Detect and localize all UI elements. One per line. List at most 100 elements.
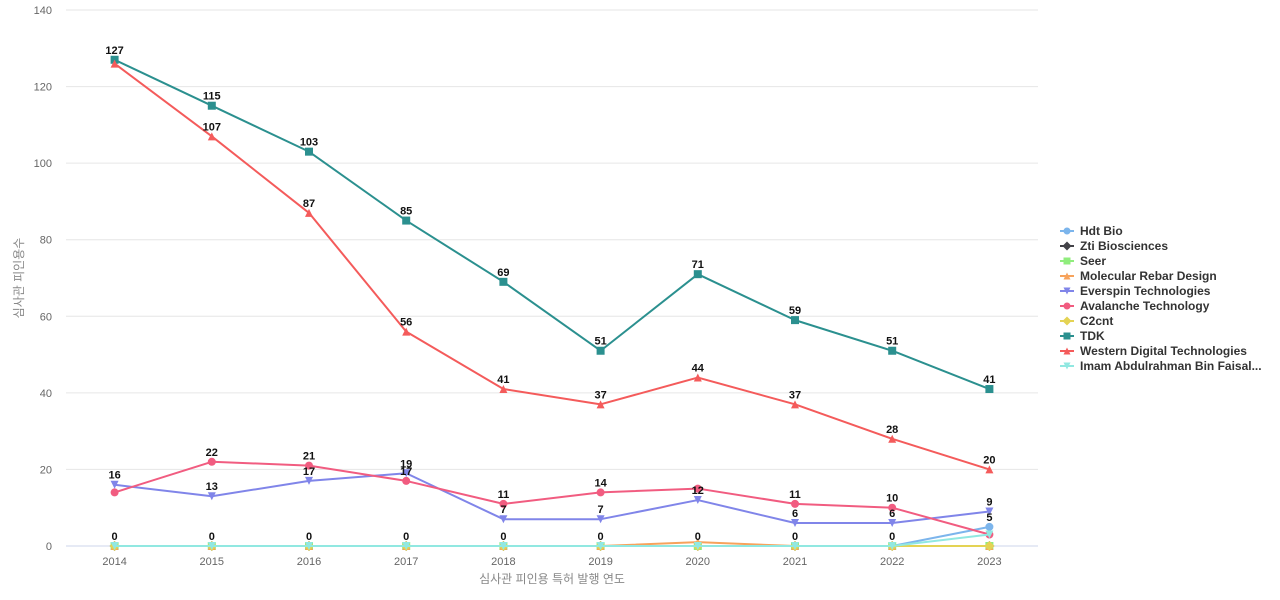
x-tick-label: 2017 bbox=[394, 556, 418, 568]
data-point[interactable] bbox=[110, 480, 119, 489]
data-label: 0 bbox=[792, 531, 798, 543]
legend-item-everspin-technologies[interactable]: Everspin Technologies bbox=[1060, 284, 1211, 298]
data-point[interactable] bbox=[888, 434, 897, 443]
legend-item-western-digital-technologies[interactable]: Western Digital Technologies bbox=[1060, 344, 1247, 358]
data-label: 0 bbox=[112, 531, 118, 543]
data-label: 103 bbox=[300, 137, 318, 149]
data-label: 69 bbox=[497, 267, 509, 279]
data-point[interactable] bbox=[207, 457, 216, 466]
legend-label: Avalanche Technology bbox=[1080, 299, 1210, 313]
series-avalanche-technology bbox=[110, 457, 994, 539]
legend-marker bbox=[1063, 362, 1071, 370]
data-label: 11 bbox=[789, 489, 801, 501]
data-point[interactable] bbox=[693, 373, 702, 382]
data-point[interactable] bbox=[888, 519, 897, 528]
data-label: 51 bbox=[594, 336, 606, 348]
data-point[interactable] bbox=[888, 542, 897, 550]
y-tick-label: 0 bbox=[46, 541, 52, 553]
data-point[interactable] bbox=[791, 519, 799, 528]
y-tick-label: 40 bbox=[40, 388, 52, 400]
legend-marker bbox=[1063, 347, 1071, 355]
data-point[interactable] bbox=[596, 346, 605, 355]
data-point[interactable] bbox=[985, 507, 994, 516]
data-point[interactable] bbox=[791, 400, 799, 409]
x-axis-ticks: 2014 2015 2016 2017 2018 2019 2020 2021 2022 2023 bbox=[102, 556, 1001, 568]
legend-item-c2cnt[interactable]: C2cnt bbox=[1060, 314, 1113, 328]
data-point[interactable] bbox=[985, 465, 994, 474]
data-point[interactable] bbox=[110, 488, 119, 497]
legend-item-seer[interactable]: Seer bbox=[1060, 254, 1106, 268]
data-point[interactable] bbox=[402, 327, 411, 336]
data-label: 9 bbox=[986, 497, 992, 509]
data-label: 6 bbox=[889, 508, 895, 520]
data-point[interactable] bbox=[402, 216, 411, 225]
data-point[interactable] bbox=[693, 542, 702, 550]
data-point[interactable] bbox=[499, 385, 508, 394]
y-tick-label: 60 bbox=[40, 311, 52, 323]
data-point[interactable] bbox=[207, 101, 216, 110]
data-label: 22 bbox=[206, 447, 218, 459]
data-label: 5 bbox=[986, 512, 992, 524]
data-point[interactable] bbox=[985, 522, 994, 531]
data-point[interactable] bbox=[985, 530, 994, 539]
data-point[interactable] bbox=[305, 476, 313, 485]
data-label: 20 bbox=[983, 454, 995, 466]
data-point[interactable] bbox=[499, 542, 508, 550]
data-point[interactable] bbox=[207, 542, 216, 550]
data-point[interactable] bbox=[596, 488, 605, 497]
data-point[interactable] bbox=[110, 542, 119, 550]
data-label: 14 bbox=[594, 477, 607, 489]
legend-item-imam-abdulrahman-bin-faisal[interactable]: Imam Abdulrahman Bin Faisal... bbox=[1060, 359, 1262, 373]
data-point[interactable] bbox=[985, 385, 994, 394]
legend-label: Molecular Rebar Design bbox=[1080, 269, 1217, 283]
series-line bbox=[114, 460, 990, 536]
data-label: 12 bbox=[692, 485, 704, 497]
data-point[interactable] bbox=[693, 484, 702, 493]
data-point[interactable] bbox=[693, 496, 702, 505]
data-point[interactable] bbox=[596, 400, 605, 409]
data-point[interactable] bbox=[791, 542, 799, 550]
data-point[interactable] bbox=[207, 132, 216, 141]
data-label: 71 bbox=[692, 259, 704, 271]
data-label: 11 bbox=[498, 489, 510, 501]
series-western-digital-technologies bbox=[110, 59, 994, 474]
data-point[interactable] bbox=[791, 499, 799, 508]
legend-label: C2cnt bbox=[1080, 314, 1113, 328]
data-point[interactable] bbox=[499, 277, 508, 286]
legend-label: Everspin Technologies bbox=[1080, 284, 1211, 298]
data-point[interactable] bbox=[305, 147, 313, 156]
x-tick-label: 2016 bbox=[297, 556, 321, 568]
data-point[interactable] bbox=[596, 542, 605, 550]
x-tick-label: 2019 bbox=[588, 556, 612, 568]
y-axis-title: 심사관 피인용수 bbox=[12, 238, 26, 319]
data-point[interactable] bbox=[791, 316, 799, 325]
x-tick-label: 2015 bbox=[200, 556, 224, 568]
legend-item-zti-biosciences[interactable]: Zti Biosciences bbox=[1060, 239, 1168, 253]
legend-marker bbox=[1063, 227, 1071, 235]
data-label: 19 bbox=[400, 458, 412, 470]
data-point[interactable] bbox=[888, 346, 897, 355]
legend-item-avalanche-technology[interactable]: Avalanche Technology bbox=[1060, 299, 1210, 313]
data-point[interactable] bbox=[110, 59, 119, 68]
data-point[interactable] bbox=[402, 542, 411, 550]
legend-item-molecular-rebar-design[interactable]: Molecular Rebar Design bbox=[1060, 269, 1217, 283]
data-label: 28 bbox=[886, 424, 898, 436]
data-point[interactable] bbox=[499, 515, 508, 524]
data-point[interactable] bbox=[305, 542, 313, 550]
legend-item-hdt-bio[interactable]: Hdt Bio bbox=[1060, 224, 1123, 238]
data-point[interactable] bbox=[305, 461, 313, 470]
data-label: 10 bbox=[886, 493, 898, 505]
data-point[interactable] bbox=[402, 469, 411, 478]
data-point[interactable] bbox=[693, 270, 702, 279]
data-point[interactable] bbox=[402, 476, 411, 485]
data-point[interactable] bbox=[984, 541, 995, 551]
data-point[interactable] bbox=[596, 515, 605, 524]
legend-label: Zti Biosciences bbox=[1080, 239, 1168, 253]
legend-item-tdk[interactable]: TDK bbox=[1060, 329, 1105, 343]
gridlines bbox=[66, 9, 1038, 470]
data-point[interactable] bbox=[499, 499, 508, 508]
data-point[interactable] bbox=[207, 492, 216, 501]
data-label: 127 bbox=[105, 45, 123, 57]
data-point[interactable] bbox=[305, 208, 313, 217]
data-point[interactable] bbox=[888, 503, 897, 512]
